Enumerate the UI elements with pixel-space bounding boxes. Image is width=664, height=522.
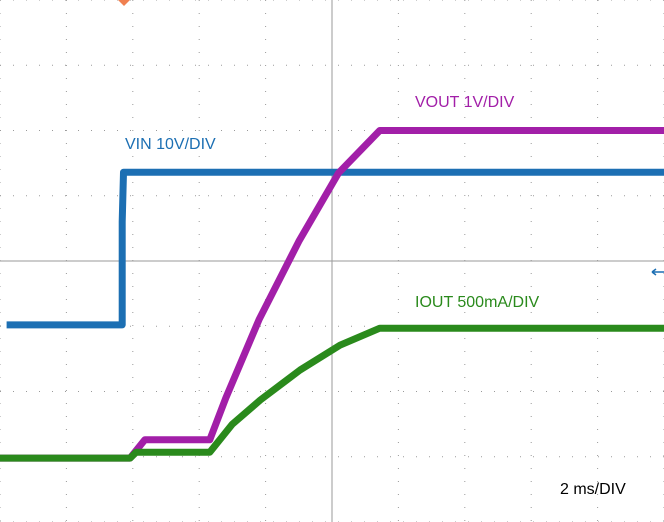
time-scale: 2 ms/DIV — [560, 481, 626, 498]
trace — [6, 168, 664, 329]
trace — [0, 324, 664, 462]
trigger-marker — [118, 0, 130, 6]
trigger-level — [651, 268, 664, 276]
trace-label: IOUT 500mA/DIV — [415, 294, 540, 311]
trace-label: VIN 10V/DIV — [125, 136, 216, 153]
trace-label: VOUT 1V/DIV — [415, 94, 515, 111]
